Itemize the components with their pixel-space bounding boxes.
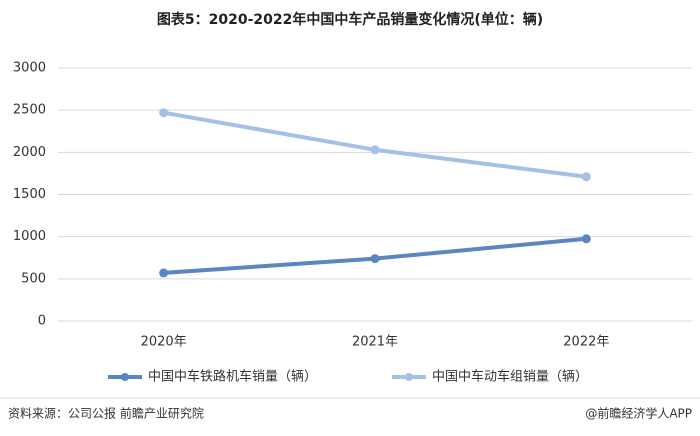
point	[581, 172, 591, 182]
y-tick-label: 1000	[13, 229, 46, 244]
x-tick-label: 2021年	[352, 335, 398, 350]
legend-label: 中国中车铁路机车销量（辆）	[148, 369, 317, 385]
point	[370, 145, 380, 155]
point	[370, 254, 380, 264]
point	[581, 234, 591, 244]
legend-marker	[405, 373, 413, 381]
y-tick-label: 3000	[13, 61, 46, 76]
y-tick-label: 2000	[13, 145, 46, 160]
legend-marker	[121, 373, 129, 381]
y-tick-label: 2500	[13, 103, 46, 118]
x-tick-label: 2020年	[141, 335, 187, 350]
y-tick-label: 1500	[13, 187, 46, 202]
y-tick-label: 500	[21, 271, 46, 286]
point	[159, 268, 169, 278]
point	[159, 108, 169, 118]
series-line	[161, 110, 589, 179]
y-tick-label: 0	[38, 314, 46, 329]
x-tick-label: 2022年	[563, 335, 609, 350]
legend-label: 中国中车动车组销量（辆）	[432, 369, 588, 385]
chart-title: 图表5：2020-2022年中国中车产品销量变化情况(单位：辆)	[157, 11, 543, 28]
source: 资料来源：公司公报 前瞻产业研究院	[8, 406, 204, 421]
credit: @前瞻经济学人APP	[585, 406, 692, 421]
